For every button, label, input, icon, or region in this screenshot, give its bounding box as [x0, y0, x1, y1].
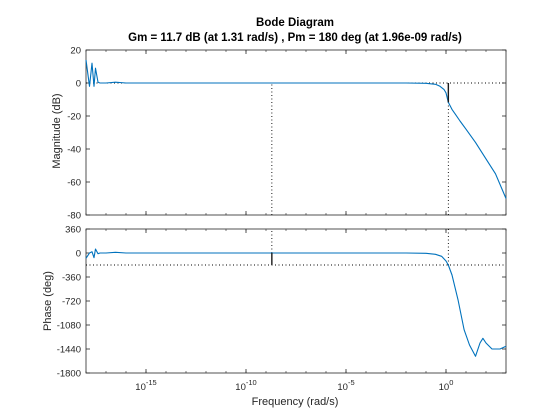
series-line	[85, 59, 507, 199]
chart-title: Bode Diagram	[256, 17, 334, 29]
y-tick-label: -60	[67, 178, 81, 189]
axes-box	[85, 49, 507, 216]
y-tick-label: -1080	[57, 321, 81, 332]
y-tick-label: -720	[62, 297, 81, 308]
phase-panel: 10-15 10-10 10-5 100 360 0 -360 -720 -1080 -1440 -…	[57, 225, 507, 393]
y-tick-label: -80	[67, 211, 81, 222]
magnitude-y-axis-label: Magnitude (dB)	[51, 93, 63, 168]
series-line	[85, 248, 507, 357]
y-tick-label: -1800	[57, 369, 81, 380]
y-tick-label: -20	[67, 112, 81, 123]
x-tick-label: 100	[439, 378, 454, 393]
y-tick-label: 0	[76, 249, 81, 260]
y-tick-label: 20	[70, 46, 81, 57]
x-axis-label: Frequency (rad/s)	[252, 396, 339, 408]
phase-y-axis-label: Phase (deg)	[42, 271, 54, 331]
chart-subtitle: Gm = 11.7 dB (at 1.31 rad/s) , Pm = 180 …	[128, 32, 462, 44]
y-tick-label: -360	[62, 273, 81, 284]
y-tick-label: 0	[76, 79, 81, 90]
x-tick-label: 10-15	[135, 378, 156, 393]
y-tick-label: 360	[65, 225, 81, 236]
x-tick-label: 10-5	[337, 378, 354, 393]
x-tick-label: 10-10	[235, 378, 256, 393]
magnitude-panel: 20 0 -20 -40 -60 -80	[67, 46, 507, 222]
y-tick-label: -1440	[57, 345, 81, 356]
axes-box	[85, 228, 507, 374]
y-tick-label: -40	[67, 145, 81, 156]
